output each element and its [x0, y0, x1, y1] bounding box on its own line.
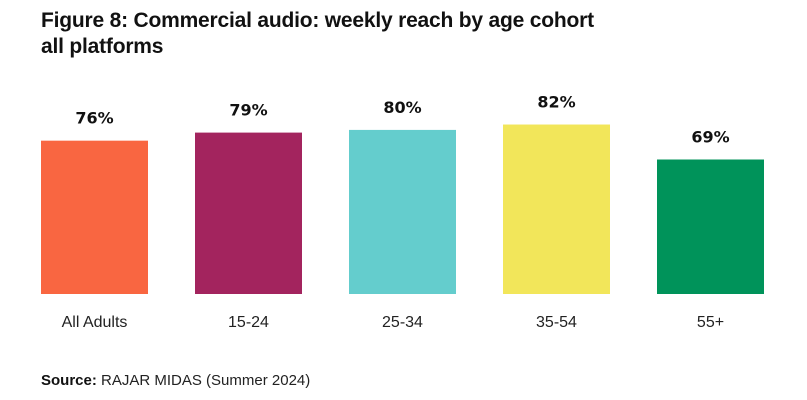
chart-title: Figure 8: Commercial audio: weekly reach… — [41, 8, 594, 60]
data-label: 80% — [383, 98, 421, 117]
bar-35-54 — [503, 124, 610, 294]
category-label: 55+ — [697, 314, 724, 331]
category-label: All Adults — [62, 314, 128, 331]
bar-15-24 — [195, 132, 302, 294]
category-label: 15-24 — [228, 314, 269, 331]
bar-all-adults — [41, 140, 148, 294]
data-label: 69% — [691, 128, 729, 147]
data-label: 79% — [229, 101, 267, 120]
chart-subtitle: all platforms — [41, 35, 164, 58]
source-label: Source: — [41, 372, 97, 389]
chart-title-line1: Figure 8: Commercial audio: weekly reach… — [41, 9, 594, 32]
source-note: Source: RAJAR MIDAS (Summer 2024) — [41, 372, 310, 389]
source-text: RAJAR MIDAS (Summer 2024) — [96, 372, 311, 389]
data-label: 76% — [75, 109, 113, 128]
bar-55- — [657, 159, 764, 294]
bar-25-34 — [349, 129, 456, 294]
data-label: 82% — [537, 93, 575, 112]
category-label: 35-54 — [536, 314, 577, 331]
category-label: 25-34 — [382, 314, 423, 331]
